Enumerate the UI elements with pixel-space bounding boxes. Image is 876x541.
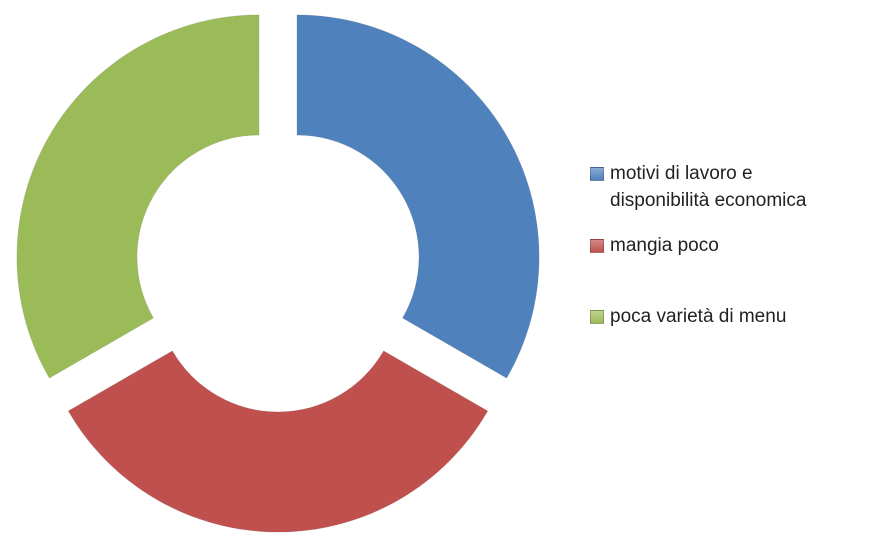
legend-swatch (590, 239, 604, 253)
legend-label: mangia poco (610, 235, 719, 256)
legend-item: poca varietà di menu (590, 303, 860, 330)
segment-shade (68, 351, 488, 532)
legend: motivi di lavoro e disponibilità economi… (590, 160, 860, 330)
legend-swatch (590, 310, 604, 324)
legend-item: mangia poco (590, 232, 860, 259)
legend-label: motivi di lavoro e disponibilità economi… (610, 163, 807, 211)
segment-shade (297, 15, 540, 378)
legend-item: motivi di lavoro e disponibilità economi… (590, 160, 860, 214)
legend-swatch (590, 167, 604, 181)
legend-label: poca varietà di menu (610, 306, 787, 327)
segment-shade (16, 15, 259, 378)
chart (16, 14, 540, 533)
